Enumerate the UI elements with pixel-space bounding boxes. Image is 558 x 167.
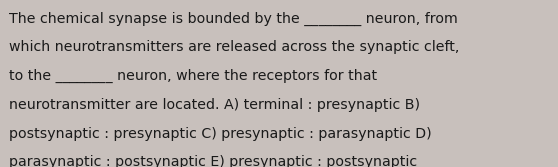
Text: to the ________ neuron, where the receptors for that: to the ________ neuron, where the recept… — [9, 69, 377, 83]
Text: The chemical synapse is bounded by the ________ neuron, from: The chemical synapse is bounded by the _… — [9, 12, 458, 26]
Text: which neurotransmitters are released across the synaptic cleft,: which neurotransmitters are released acr… — [9, 40, 459, 54]
Text: neurotransmitter are located. A) terminal : presynaptic B): neurotransmitter are located. A) termina… — [9, 98, 420, 112]
Text: parasynaptic : postsynaptic E) presynaptic : postsynaptic: parasynaptic : postsynaptic E) presynapt… — [9, 155, 417, 167]
Text: postsynaptic : presynaptic C) presynaptic : parasynaptic D): postsynaptic : presynaptic C) presynapti… — [9, 127, 431, 141]
